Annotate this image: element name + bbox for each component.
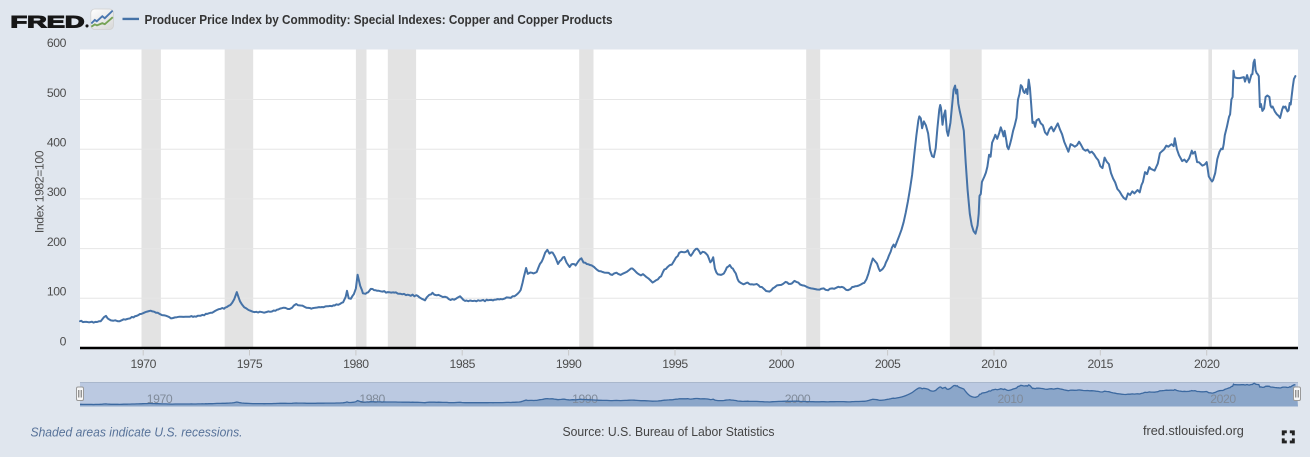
svg-text:500: 500 (47, 86, 67, 100)
svg-text:1980: 1980 (359, 392, 385, 406)
svg-text:100: 100 (47, 285, 67, 299)
svg-text:Producer Price Index by Commod: Producer Price Index by Commodity: Speci… (145, 12, 613, 27)
svg-text:200: 200 (47, 235, 67, 249)
svg-text:2020: 2020 (1194, 357, 1220, 371)
svg-text:2000: 2000 (769, 357, 795, 371)
svg-text:fred.stlouisfed.org: fred.stlouisfed.org (1143, 424, 1244, 438)
svg-text:2020: 2020 (1210, 392, 1236, 406)
svg-text:2015: 2015 (1088, 357, 1114, 371)
svg-text:Index 1982=100: Index 1982=100 (33, 150, 47, 233)
svg-text:Shaded areas indicate U.S. rec: Shaded areas indicate U.S. recessions. (31, 425, 243, 440)
svg-text:2000: 2000 (785, 392, 811, 406)
svg-text:1970: 1970 (130, 357, 156, 371)
svg-text:1975: 1975 (237, 357, 263, 371)
svg-text:2005: 2005 (875, 357, 901, 371)
svg-text:1995: 1995 (662, 357, 688, 371)
svg-text:400: 400 (47, 136, 67, 150)
svg-text:1970: 1970 (147, 392, 173, 406)
svg-text:Source: U.S. Bureau of Labor S: Source: U.S. Bureau of Labor Statistics (563, 424, 775, 439)
svg-text:1990: 1990 (556, 357, 582, 371)
svg-text:FRED: FRED (11, 12, 85, 31)
svg-text:300: 300 (47, 185, 67, 199)
svg-text:1980: 1980 (343, 357, 369, 371)
svg-text:600: 600 (47, 36, 67, 50)
svg-text:1985: 1985 (449, 357, 475, 371)
svg-text:2010: 2010 (981, 357, 1007, 371)
svg-text:0: 0 (60, 334, 67, 348)
svg-text:2010: 2010 (998, 392, 1024, 406)
